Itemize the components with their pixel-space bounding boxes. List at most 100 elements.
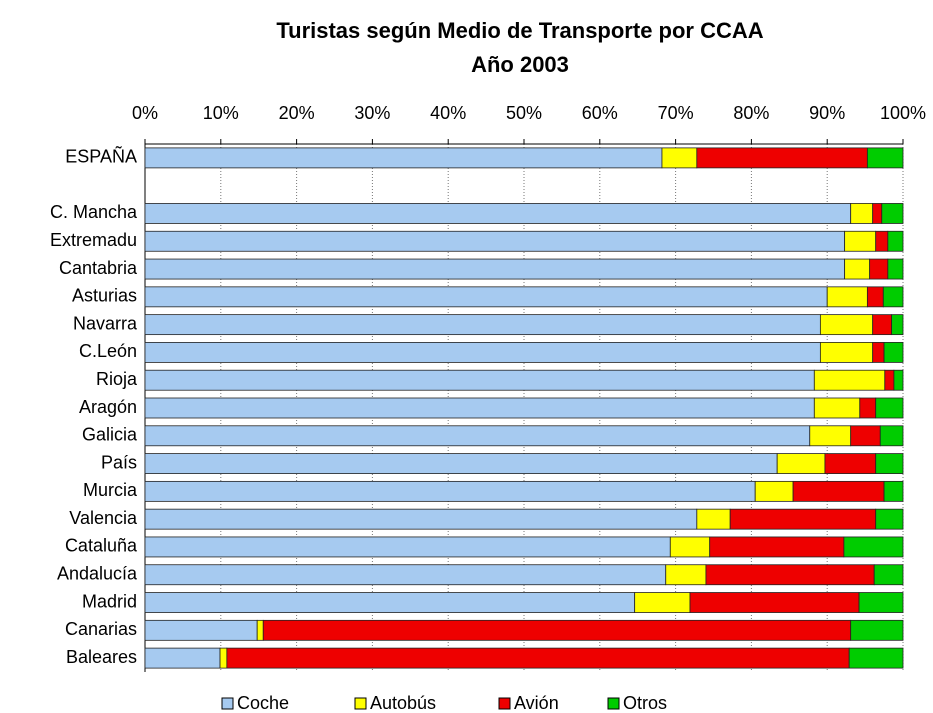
bar-segment	[850, 425, 881, 447]
legend-label: Autobús	[370, 693, 436, 713]
bar-segment	[696, 147, 868, 169]
bar-segment	[879, 425, 904, 447]
bar-segment	[866, 286, 884, 308]
y-tick-label: Rioja	[96, 369, 138, 389]
x-tick-label: 40%	[430, 103, 466, 123]
x-tick-label: 10%	[203, 103, 239, 123]
bar-segment	[884, 369, 895, 391]
bar-segment	[875, 453, 904, 474]
legend-label: Coche	[237, 693, 289, 713]
x-tick-label: 0%	[132, 103, 158, 123]
bar-segment	[893, 369, 904, 391]
legend-label: Otros	[623, 693, 667, 713]
bar-segment	[872, 314, 893, 336]
legend-swatch	[498, 697, 511, 710]
x-tick-label: 30%	[354, 103, 390, 123]
bar-segment	[872, 203, 883, 224]
bar-segment	[705, 564, 875, 586]
bar-segment	[634, 592, 691, 613]
bar-segment	[669, 536, 711, 558]
bar-segment	[144, 508, 698, 530]
x-tick-label: 50%	[506, 103, 542, 123]
x-tick-label: 70%	[658, 103, 694, 123]
chart-title: Turistas según Medio de Transporte por C…	[276, 18, 763, 43]
bar-segment	[144, 592, 636, 613]
y-tick-label: Andalucía	[57, 563, 138, 583]
bar-segment	[696, 508, 731, 530]
bar-segment	[873, 564, 904, 586]
bar-segment	[144, 258, 846, 280]
x-tick-label: 80%	[733, 103, 769, 123]
bar-segment	[262, 619, 852, 641]
bar-segment	[813, 369, 886, 391]
bar-segment	[689, 592, 860, 613]
bar-segment	[729, 508, 877, 530]
bar-segment	[844, 230, 877, 252]
legend-swatch	[354, 697, 367, 710]
bar-segment	[883, 480, 904, 502]
bar-segment	[819, 342, 874, 363]
bar-segment	[875, 397, 904, 419]
x-tick-label: 60%	[582, 103, 618, 123]
bar-segment	[144, 536, 671, 558]
y-tick-label: Valencia	[69, 508, 138, 528]
y-tick-label: Murcia	[83, 480, 138, 500]
bar-segment	[850, 619, 904, 641]
bar-segment	[792, 480, 885, 502]
bar-segment	[813, 397, 861, 419]
bar-segment	[891, 314, 904, 336]
bar-segment	[661, 147, 698, 169]
bar-segment	[144, 619, 258, 641]
bar-segment	[819, 314, 874, 336]
x-tick-label: 90%	[809, 103, 845, 123]
bar-segment	[144, 286, 828, 308]
chart-subtitle: Año 2003	[471, 52, 569, 77]
bar-segment	[881, 203, 904, 224]
bar-segment	[144, 369, 815, 391]
bar-segment	[144, 425, 811, 447]
x-tick-label: 20%	[279, 103, 315, 123]
y-tick-label: Madrid	[82, 591, 137, 611]
bar-segment	[144, 397, 815, 419]
bar-segment	[848, 647, 904, 669]
bar-segment	[144, 230, 846, 252]
legend-label: Avión	[514, 693, 559, 713]
y-tick-label: Navarra	[73, 313, 138, 333]
bar-segment	[883, 342, 904, 363]
y-tick-label: País	[101, 452, 137, 472]
bar-segment	[144, 647, 221, 669]
bar-segment	[144, 314, 821, 336]
bar-segment	[665, 564, 707, 586]
bar-segment	[144, 453, 778, 474]
bar-segment	[144, 342, 821, 363]
bar-segment	[887, 230, 904, 252]
y-tick-label: Extremadu	[50, 230, 137, 250]
bar-segment	[826, 286, 868, 308]
bar-segment	[754, 480, 794, 502]
y-tick-label: ESPAÑA	[65, 146, 137, 167]
legend-swatch	[221, 697, 234, 710]
bar-segment	[844, 258, 871, 280]
bar-segment	[824, 453, 877, 474]
bar-segment	[858, 592, 904, 613]
bar-segment	[219, 647, 228, 669]
bar-segment	[256, 619, 264, 641]
y-tick-label: Galicia	[82, 425, 138, 445]
bar-segment	[875, 508, 904, 530]
x-tick-label: 100%	[880, 103, 926, 123]
bar-segment	[875, 230, 889, 252]
bar-segment	[869, 258, 889, 280]
bar-segment	[866, 147, 904, 169]
bar-segment	[882, 286, 904, 308]
bar-segment	[144, 480, 756, 502]
bar-segment	[887, 258, 904, 280]
y-tick-label: Canarias	[65, 619, 137, 639]
y-tick-label: C. Mancha	[50, 202, 138, 222]
y-tick-label: Cantabria	[59, 258, 138, 278]
bar-segment	[809, 425, 852, 447]
bar-segment	[144, 564, 667, 586]
bar-segment	[872, 342, 885, 363]
y-tick-label: Baleares	[66, 647, 137, 667]
bar-segment	[226, 647, 850, 669]
